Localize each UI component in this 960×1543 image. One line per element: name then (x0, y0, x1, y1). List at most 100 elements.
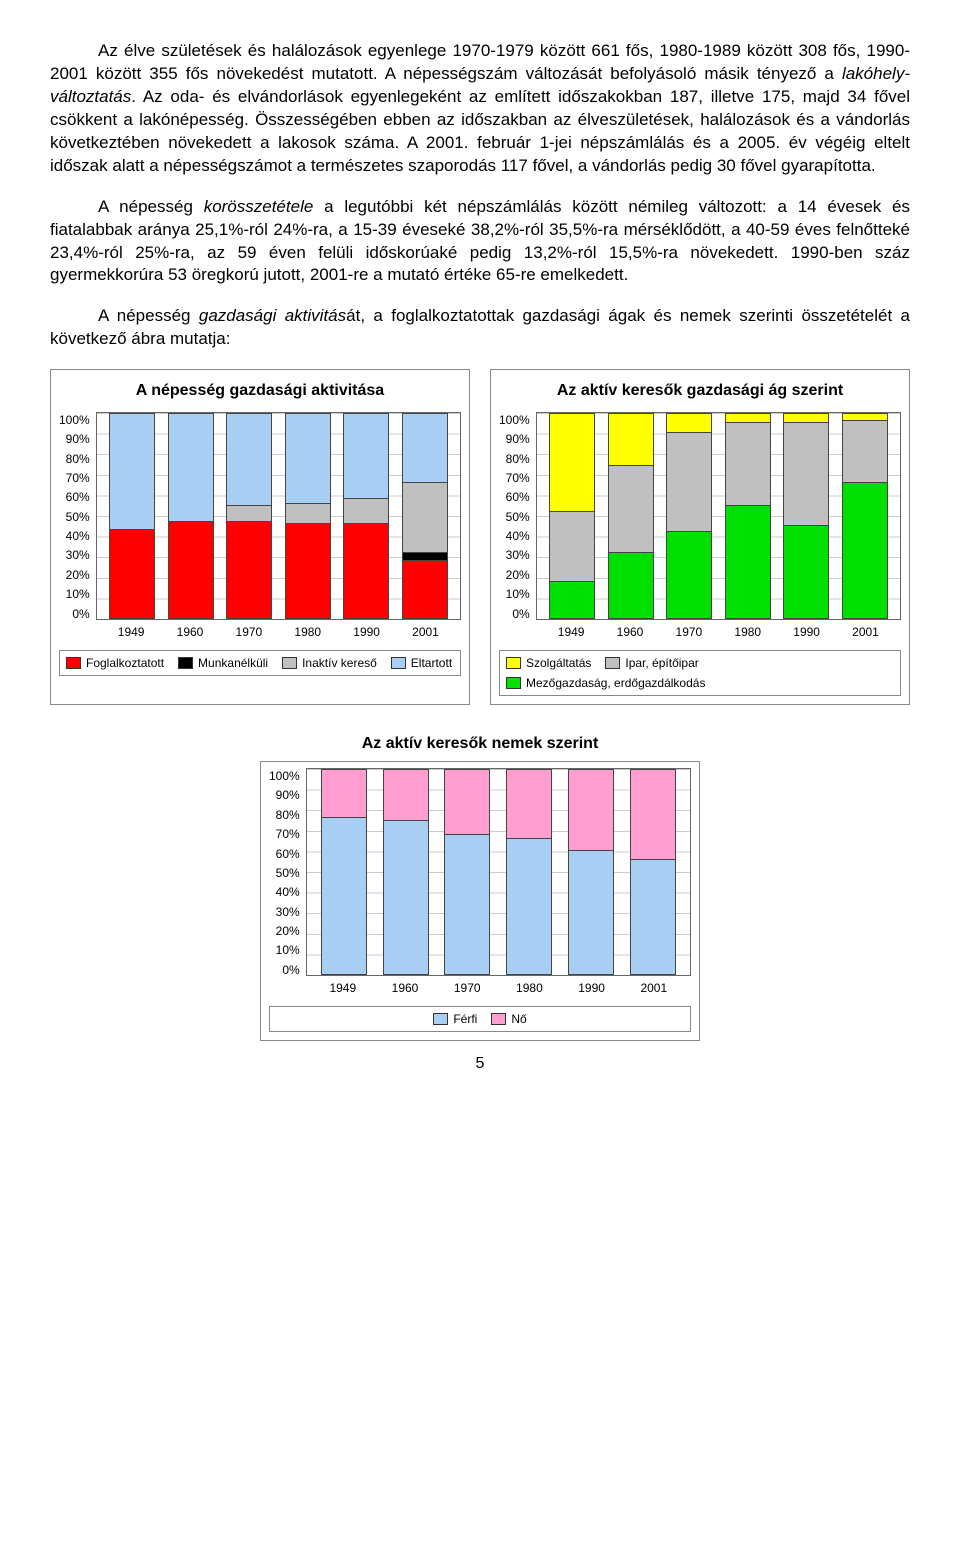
bar (608, 413, 654, 619)
legend-swatch (491, 1013, 506, 1025)
x-tick: 1980 (725, 624, 771, 640)
bar (630, 769, 676, 975)
bar (444, 769, 490, 975)
bar (383, 769, 429, 975)
legend-label: Mezőgazdaság, erdőgazdálkodás (526, 675, 705, 691)
bar-segment (630, 860, 676, 975)
chart-gender-wrap: Az aktív keresők nemek szerint 0%10%20%3… (50, 733, 910, 1041)
chart-title: Az aktív keresők gazdasági ág szerint (499, 380, 901, 402)
legend-item: Inaktív kereső (282, 655, 377, 671)
bar-segment (402, 413, 448, 483)
chart-title: A népesség gazdasági aktivitása (59, 380, 461, 402)
legend-item: Ipar, építőipar (605, 655, 698, 671)
y-tick: 0% (499, 606, 530, 622)
bar-segment (783, 423, 829, 526)
x-tick: 1990 (344, 624, 390, 640)
legend-swatch (605, 657, 620, 669)
bar-segment (842, 483, 888, 619)
bar (321, 769, 367, 975)
chart-gender: 0%10%20%30%40%50%60%70%80%90%100% 194919… (260, 761, 700, 1041)
bar-segment (226, 506, 272, 522)
bar-segment (168, 413, 214, 522)
legend-label: Inaktív kereső (302, 655, 377, 671)
y-tick: 30% (59, 547, 90, 563)
legend-label: Foglalkoztatott (86, 655, 164, 671)
bar-segment (402, 561, 448, 619)
bar-segment (383, 821, 429, 976)
x-tick: 2001 (631, 980, 677, 996)
bar-segment (285, 504, 331, 525)
y-tick: 100% (269, 768, 300, 784)
bar-segment (343, 413, 389, 500)
bar-segment (444, 769, 490, 835)
legend-label: Nő (511, 1011, 526, 1027)
legend-label: Eltartott (411, 655, 452, 671)
x-tick: 1970 (666, 624, 712, 640)
y-axis: 0%10%20%30%40%50%60%70%80%90%100% (499, 412, 536, 622)
bar-segment (568, 851, 614, 975)
x-tick: 2001 (843, 624, 889, 640)
bar-segment (608, 413, 654, 467)
legend-swatch (178, 657, 193, 669)
legend-label: Férfi (453, 1011, 477, 1027)
paragraph-3: A népesség gazdasági aktivitását, a fogl… (50, 305, 910, 351)
y-tick: 10% (499, 586, 530, 602)
y-tick: 90% (499, 431, 530, 447)
y-tick: 10% (269, 942, 300, 958)
bar-segment (783, 526, 829, 619)
bar-segment (402, 553, 448, 561)
legend: Szolgáltatás Ipar, építőipar Mezőgazdaság,… (499, 650, 901, 696)
y-tick: 90% (59, 431, 90, 447)
legend-item: Mezőgazdaság, erdőgazdálkodás (506, 675, 705, 691)
x-tick: 1960 (382, 980, 428, 996)
legend-swatch (506, 657, 521, 669)
bar (842, 413, 888, 619)
legend-item: Férfi (433, 1011, 477, 1027)
legend-swatch (506, 677, 521, 689)
x-axis: 194919601970198019902001 (306, 976, 691, 996)
y-tick: 80% (269, 807, 300, 823)
x-axis: 194919601970198019902001 (536, 620, 901, 640)
bar (783, 413, 829, 619)
italic-text: gazdasági aktivitás (199, 306, 346, 325)
y-tick: 0% (59, 606, 90, 622)
bar (549, 413, 595, 619)
legend-swatch (282, 657, 297, 669)
legend-swatch (66, 657, 81, 669)
bar (343, 413, 389, 619)
bar-segment (783, 413, 829, 423)
bar-segment (506, 769, 552, 839)
legend-swatch (433, 1013, 448, 1025)
y-tick: 20% (499, 567, 530, 583)
chart-activity: A népesség gazdasági aktivitása 0%10%20%… (50, 369, 470, 705)
legend: Foglalkoztatott Munkanélküli Inaktív keres… (59, 650, 461, 676)
bar (285, 413, 331, 619)
y-tick: 30% (499, 547, 530, 563)
x-tick: 2001 (403, 624, 449, 640)
bar-segment (444, 835, 490, 975)
text: A népesség (98, 306, 199, 325)
y-tick: 20% (269, 923, 300, 939)
legend-label: Munkanélküli (198, 655, 268, 671)
bar-segment (285, 413, 331, 504)
y-tick: 30% (269, 904, 300, 920)
bar-segment (549, 582, 595, 619)
bar-segment (321, 818, 367, 975)
chart-sector: Az aktív keresők gazdasági ág szerint 0%… (490, 369, 910, 705)
text: A népesség (98, 197, 204, 216)
legend-item: Szolgáltatás (506, 655, 591, 671)
y-tick: 80% (499, 451, 530, 467)
bar-segment (343, 524, 389, 619)
y-tick: 10% (59, 586, 90, 602)
legend-item: Nő (491, 1011, 526, 1027)
paragraph-2: A népesség korösszetétele a legutóbbi ké… (50, 196, 910, 288)
plot-area (536, 412, 901, 620)
bar-segment (402, 483, 448, 553)
bar-segment (842, 421, 888, 483)
bar-segment (666, 413, 712, 434)
x-tick: 1980 (506, 980, 552, 996)
italic-text: korösszetétele (204, 197, 314, 216)
y-axis: 0%10%20%30%40%50%60%70%80%90%100% (269, 768, 306, 978)
x-tick: 1960 (167, 624, 213, 640)
bar-segment (630, 769, 676, 860)
